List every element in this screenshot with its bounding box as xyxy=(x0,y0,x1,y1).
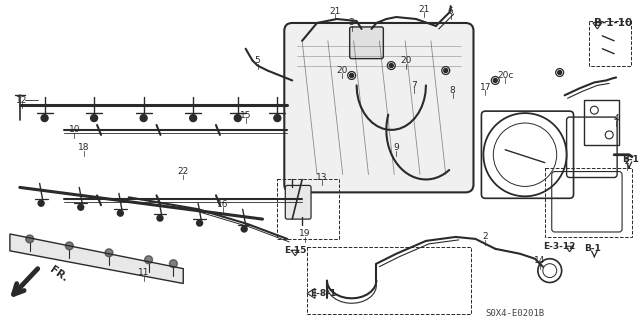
Circle shape xyxy=(157,215,163,221)
Polygon shape xyxy=(593,23,602,29)
Circle shape xyxy=(26,235,34,243)
FancyBboxPatch shape xyxy=(284,23,474,192)
Text: 4: 4 xyxy=(613,114,619,123)
Text: 3: 3 xyxy=(349,19,355,28)
Polygon shape xyxy=(291,250,299,256)
Bar xyxy=(589,21,631,66)
Text: E-3-12: E-3-12 xyxy=(543,242,576,251)
Text: B-1-10: B-1-10 xyxy=(595,18,632,28)
Circle shape xyxy=(557,70,562,75)
Circle shape xyxy=(117,210,124,216)
Circle shape xyxy=(349,74,354,77)
Circle shape xyxy=(196,220,203,226)
Text: 21: 21 xyxy=(329,7,340,16)
Text: B-1: B-1 xyxy=(622,155,639,164)
Text: 10: 10 xyxy=(68,125,80,134)
Text: 15: 15 xyxy=(240,111,252,120)
Circle shape xyxy=(140,115,147,122)
Circle shape xyxy=(41,115,48,122)
Circle shape xyxy=(91,115,97,122)
Bar xyxy=(277,180,339,239)
Text: 20c: 20c xyxy=(497,71,513,80)
Bar xyxy=(307,247,470,314)
Text: 2: 2 xyxy=(483,232,488,241)
Circle shape xyxy=(444,68,448,73)
Text: E-8-1: E-8-1 xyxy=(310,289,336,298)
Text: 18: 18 xyxy=(79,143,90,152)
Circle shape xyxy=(234,115,241,122)
Text: 12: 12 xyxy=(16,96,28,105)
Text: 21: 21 xyxy=(419,4,429,14)
Text: 8: 8 xyxy=(450,86,456,95)
Text: 13: 13 xyxy=(316,173,328,182)
Text: E-15: E-15 xyxy=(284,246,307,255)
Text: FR.: FR. xyxy=(47,265,69,284)
Circle shape xyxy=(189,115,196,122)
Text: 9: 9 xyxy=(394,143,399,152)
Polygon shape xyxy=(566,246,573,252)
FancyBboxPatch shape xyxy=(285,185,311,219)
FancyBboxPatch shape xyxy=(349,27,383,59)
Text: 6: 6 xyxy=(448,7,454,16)
Text: 19: 19 xyxy=(300,229,311,238)
Circle shape xyxy=(493,78,497,83)
Bar xyxy=(545,168,632,237)
Polygon shape xyxy=(10,234,183,284)
Text: 14: 14 xyxy=(534,256,545,265)
Circle shape xyxy=(77,204,84,210)
Text: 1: 1 xyxy=(624,157,630,166)
Circle shape xyxy=(145,256,152,264)
Circle shape xyxy=(65,242,74,250)
Text: 17: 17 xyxy=(479,83,491,92)
Text: S0X4-E0201B: S0X4-E0201B xyxy=(485,309,545,318)
Text: 16: 16 xyxy=(217,200,228,209)
Polygon shape xyxy=(307,288,315,298)
Text: 20: 20 xyxy=(336,66,348,75)
Text: 11: 11 xyxy=(138,268,149,277)
Text: 7: 7 xyxy=(411,81,417,90)
Text: 20: 20 xyxy=(401,56,412,65)
Text: B-1: B-1 xyxy=(584,244,602,253)
Circle shape xyxy=(170,260,177,268)
Text: 22: 22 xyxy=(178,167,189,176)
Circle shape xyxy=(241,226,247,232)
Circle shape xyxy=(389,64,393,68)
Text: 5: 5 xyxy=(255,56,260,65)
Circle shape xyxy=(38,200,44,206)
Circle shape xyxy=(105,249,113,257)
Circle shape xyxy=(274,115,281,122)
